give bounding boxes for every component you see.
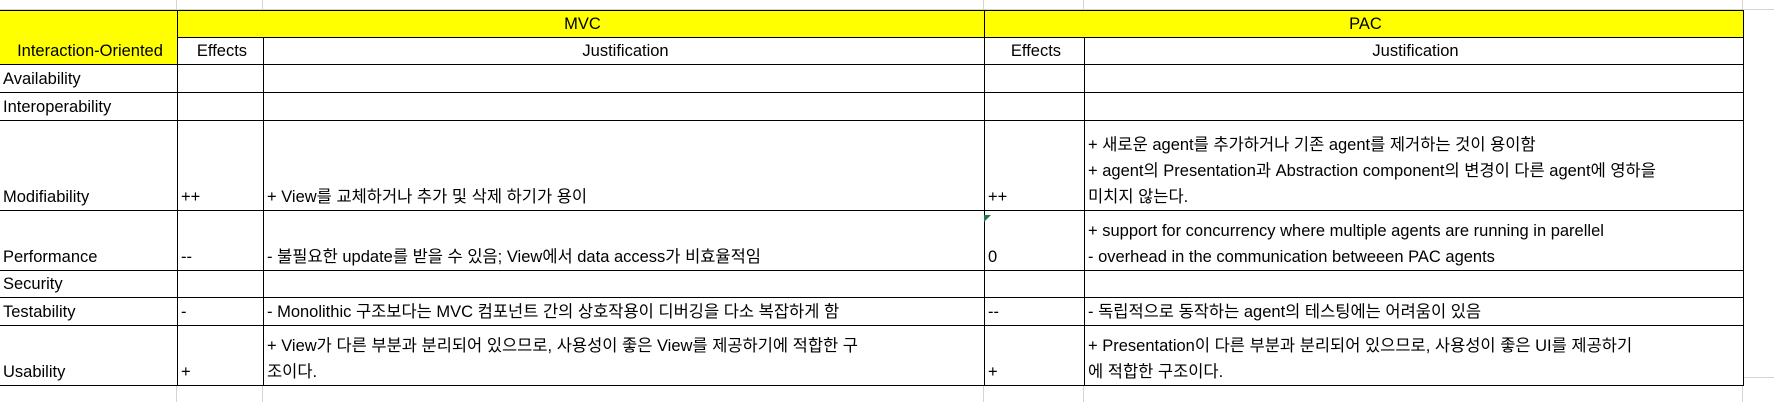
mvc-effect-cell[interactable] — [177, 64, 264, 93]
comparison-table: Interaction-Oriented MVC PAC Effects Jus… — [0, 10, 1744, 386]
subheader-pac-effects[interactable]: Effects — [984, 37, 1085, 65]
justification-line: + 새로운 agent를 추가하거나 기존 agent를 제거하는 것이 용이함 — [1088, 136, 1536, 154]
row-label-usability[interactable]: Usability — [0, 325, 178, 386]
pac-effect-cell[interactable] — [984, 270, 1085, 298]
pac-effect-cell[interactable] — [984, 92, 1085, 121]
justification-line: + Presentation이 다른 부분과 분리되어 있으므로, 사용성이 좋… — [1088, 337, 1633, 355]
subheader-mvc-effects[interactable]: Effects — [177, 37, 264, 65]
pac-justification-cell[interactable]: + Presentation이 다른 부분과 분리되어 있으므로, 사용성이 좋… — [1084, 325, 1744, 386]
justification-line: + View가 다른 부분과 분리되어 있으므로, 사용성이 좋은 View를 … — [267, 337, 858, 355]
mvc-effect-cell[interactable]: + — [177, 325, 264, 386]
justification-line: 조이다. — [267, 363, 318, 381]
mvc-justification-cell[interactable] — [263, 270, 985, 298]
mvc-justification-cell[interactable]: - 불필요한 update를 받을 수 있음; View에서 data acce… — [263, 210, 985, 271]
row-label-modifiability[interactable]: Modifiability — [0, 120, 178, 211]
justification-line: + View를 교체하거나 추가 및 삭제 하기가 용이 — [267, 188, 588, 206]
justification-line: 에 적합한 구조이다. — [1088, 363, 1224, 381]
table-row: Availability — [0, 64, 1744, 93]
justification-line: - 독립적으로 동작하는 agent의 테스팅에는 어려움이 있음 — [1088, 303, 1482, 321]
group-header-pac[interactable]: PAC — [984, 10, 1744, 38]
mvc-justification-cell[interactable]: + View가 다른 부분과 분리되어 있으므로, 사용성이 좋은 View를 … — [263, 325, 985, 386]
pac-effect-cell[interactable]: 0 — [984, 210, 1085, 271]
row-label-testability[interactable]: Testability — [0, 297, 178, 326]
table-row: Modifiability ++ + View를 교체하거나 추가 및 삭제 하… — [0, 120, 1744, 211]
pac-justification-cell[interactable]: - 독립적으로 동작하는 agent의 테스팅에는 어려움이 있음 — [1084, 297, 1744, 326]
table-row: Security — [0, 270, 1744, 298]
table-row: Usability + + View가 다른 부분과 분리되어 있으므로, 사용… — [0, 325, 1744, 386]
pac-effect-cell[interactable]: ++ — [984, 120, 1085, 211]
row-label-interoperability[interactable]: Interoperability — [0, 92, 178, 121]
mvc-justification-cell[interactable]: + View를 교체하거나 추가 및 삭제 하기가 용이 — [263, 120, 985, 211]
mvc-justification-cell[interactable] — [263, 64, 985, 93]
pac-justification-cell[interactable] — [1084, 270, 1744, 298]
justification-line: + agent의 Presentation과 Abstraction compo… — [1088, 162, 1656, 180]
justification-line: - overhead in the communication betweeen… — [1088, 248, 1495, 266]
subheader-pac-justification[interactable]: Justification — [1084, 37, 1744, 65]
justification-line: 미치지 않는다. — [1088, 188, 1189, 206]
justification-line: + support for concurrency where multiple… — [1088, 222, 1604, 240]
pac-effect-cell[interactable]: + — [984, 325, 1085, 386]
pac-justification-cell[interactable] — [1084, 64, 1744, 93]
pac-justification-cell[interactable]: + 새로운 agent를 추가하거나 기존 agent를 제거하는 것이 용이함… — [1084, 120, 1744, 211]
mvc-effect-cell[interactable]: -- — [177, 210, 264, 271]
pac-effect-cell[interactable]: -- — [984, 297, 1085, 326]
table-row: Performance -- - 불필요한 update를 받을 수 있음; V… — [0, 210, 1744, 271]
comment-marker-icon[interactable] — [984, 215, 991, 222]
row-label-availability[interactable]: Availability — [0, 64, 178, 93]
subheader-mvc-justification[interactable]: Justification — [263, 37, 985, 65]
mvc-effect-cell[interactable]: ++ — [177, 120, 264, 211]
pac-justification-cell[interactable] — [1084, 92, 1744, 121]
row-label-security[interactable]: Security — [0, 270, 178, 298]
row-label-performance[interactable]: Performance — [0, 210, 178, 271]
table-row: Testability - - Monolithic 구조보다는 MVC 컴포넌… — [0, 297, 1744, 326]
justification-line: - Monolithic 구조보다는 MVC 컴포넌트 간의 상호작용이 디버깅… — [267, 303, 840, 321]
mvc-effect-cell[interactable] — [177, 92, 264, 121]
mvc-justification-cell[interactable]: - Monolithic 구조보다는 MVC 컴포넌트 간의 상호작용이 디버깅… — [263, 297, 985, 326]
group-header-mvc[interactable]: MVC — [177, 10, 985, 38]
table-row: Interoperability — [0, 92, 1744, 121]
mvc-justification-cell[interactable] — [263, 92, 985, 121]
pac-justification-cell[interactable]: + support for concurrency where multiple… — [1084, 210, 1744, 271]
pac-effect-cell[interactable] — [984, 64, 1085, 93]
corner-header-cell[interactable]: Interaction-Oriented — [0, 10, 178, 65]
justification-line: - 불필요한 update를 받을 수 있음; View에서 data acce… — [267, 248, 761, 266]
mvc-effect-cell[interactable]: - — [177, 297, 264, 326]
mvc-effect-cell[interactable] — [177, 270, 264, 298]
